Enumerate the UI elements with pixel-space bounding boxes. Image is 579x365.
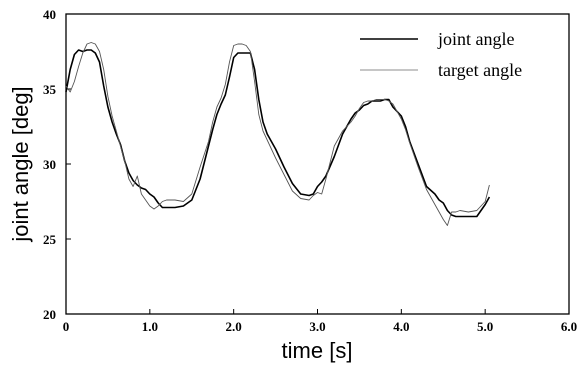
- y-tick-label: 30: [43, 157, 56, 172]
- x-tick-label: 2.0: [226, 319, 242, 334]
- legend: joint angle target angle: [360, 29, 522, 80]
- plot-frame: [65, 13, 570, 315]
- y-tick-label: 35: [43, 82, 57, 97]
- x-axis-label: time [s]: [282, 338, 353, 363]
- x-tick-label: 4.0: [393, 319, 409, 334]
- legend-label-target-angle: target angle: [438, 60, 522, 80]
- series-line-joint-angle: [65, 49, 491, 218]
- series-line-target-angle: [65, 42, 490, 226]
- x-tick-label: 0: [63, 319, 70, 334]
- x-tick-label: 1.0: [142, 319, 158, 334]
- y-axis-label: joint angle [deg]: [8, 86, 33, 242]
- x-tick-label: 3.0: [309, 319, 325, 334]
- series-layer: [65, 42, 491, 226]
- x-tick-label: 6.0: [561, 319, 577, 334]
- y-tick-label: 40: [43, 7, 56, 22]
- ticks-layer: 20 25 30 35 40 0 1.0 2.0 3.0 4.0 5.0 6.0: [43, 7, 577, 334]
- y-tick-label: 25: [43, 232, 57, 247]
- x-tick-label: 5.0: [477, 319, 493, 334]
- y-tick-label: 20: [43, 307, 56, 322]
- legend-label-joint-angle: joint angle: [437, 29, 514, 49]
